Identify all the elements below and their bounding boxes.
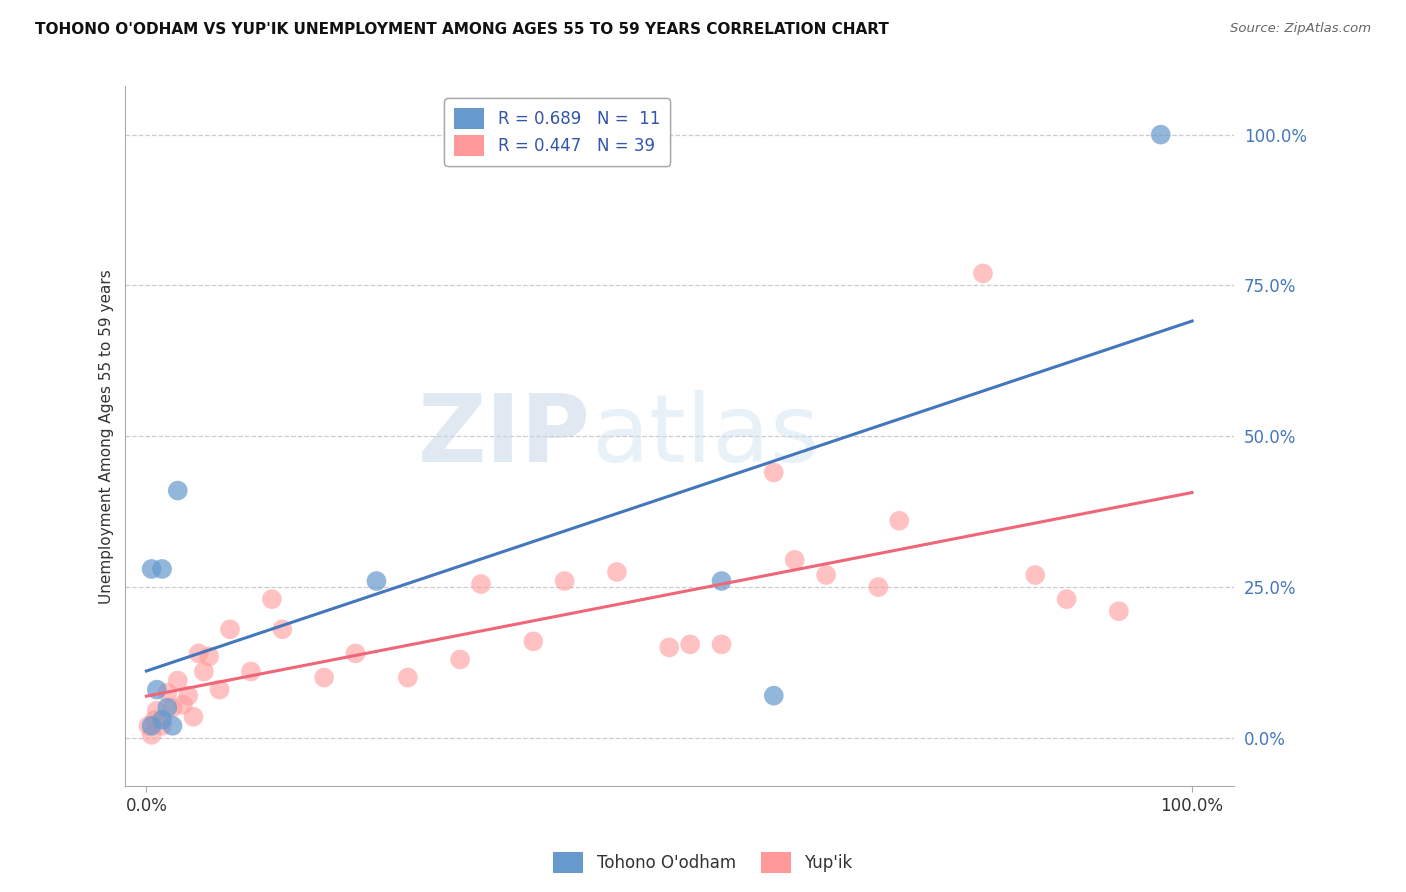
Text: Source: ZipAtlas.com: Source: ZipAtlas.com <box>1230 22 1371 36</box>
Point <box>522 634 544 648</box>
Point <box>260 592 283 607</box>
Legend: Tohono O'odham, Yup'ik: Tohono O'odham, Yup'ik <box>547 846 859 880</box>
Point <box>150 562 173 576</box>
Point <box>449 652 471 666</box>
Point <box>710 574 733 588</box>
Point <box>271 622 294 636</box>
Point <box>187 647 209 661</box>
Point <box>1024 568 1046 582</box>
Point <box>162 700 184 714</box>
Point <box>762 689 785 703</box>
Point <box>396 671 419 685</box>
Point <box>146 704 169 718</box>
Legend: R = 0.689   N =  11, R = 0.447   N = 39: R = 0.689 N = 11, R = 0.447 N = 39 <box>444 98 669 166</box>
Point <box>1108 604 1130 618</box>
Point <box>1056 592 1078 607</box>
Point <box>889 514 911 528</box>
Point <box>366 574 388 588</box>
Point <box>146 682 169 697</box>
Point <box>606 565 628 579</box>
Point <box>198 649 221 664</box>
Point <box>177 689 200 703</box>
Point <box>141 719 163 733</box>
Point <box>972 266 994 280</box>
Point <box>150 713 173 727</box>
Text: TOHONO O'ODHAM VS YUP'IK UNEMPLOYMENT AMONG AGES 55 TO 59 YEARS CORRELATION CHAR: TOHONO O'ODHAM VS YUP'IK UNEMPLOYMENT AM… <box>35 22 889 37</box>
Point <box>679 637 702 651</box>
Point <box>1150 128 1173 142</box>
Point <box>658 640 681 655</box>
Point <box>815 568 838 582</box>
Point <box>470 577 492 591</box>
Point <box>143 713 166 727</box>
Point <box>156 700 179 714</box>
Point <box>239 665 262 679</box>
Point <box>172 698 194 712</box>
Point <box>150 719 173 733</box>
Point <box>141 728 163 742</box>
Text: ZIP: ZIP <box>418 391 591 483</box>
Point <box>783 553 806 567</box>
Point <box>166 483 188 498</box>
Point <box>138 719 160 733</box>
Point <box>314 671 336 685</box>
Point <box>166 673 188 688</box>
Point <box>762 466 785 480</box>
Point <box>156 685 179 699</box>
Point <box>162 719 184 733</box>
Point <box>183 710 205 724</box>
Point <box>868 580 890 594</box>
Text: atlas: atlas <box>591 391 820 483</box>
Point <box>141 562 163 576</box>
Point <box>710 637 733 651</box>
Point <box>193 665 215 679</box>
Point <box>219 622 242 636</box>
Y-axis label: Unemployment Among Ages 55 to 59 years: Unemployment Among Ages 55 to 59 years <box>100 268 114 604</box>
Point <box>208 682 231 697</box>
Point <box>344 647 367 661</box>
Point <box>554 574 576 588</box>
